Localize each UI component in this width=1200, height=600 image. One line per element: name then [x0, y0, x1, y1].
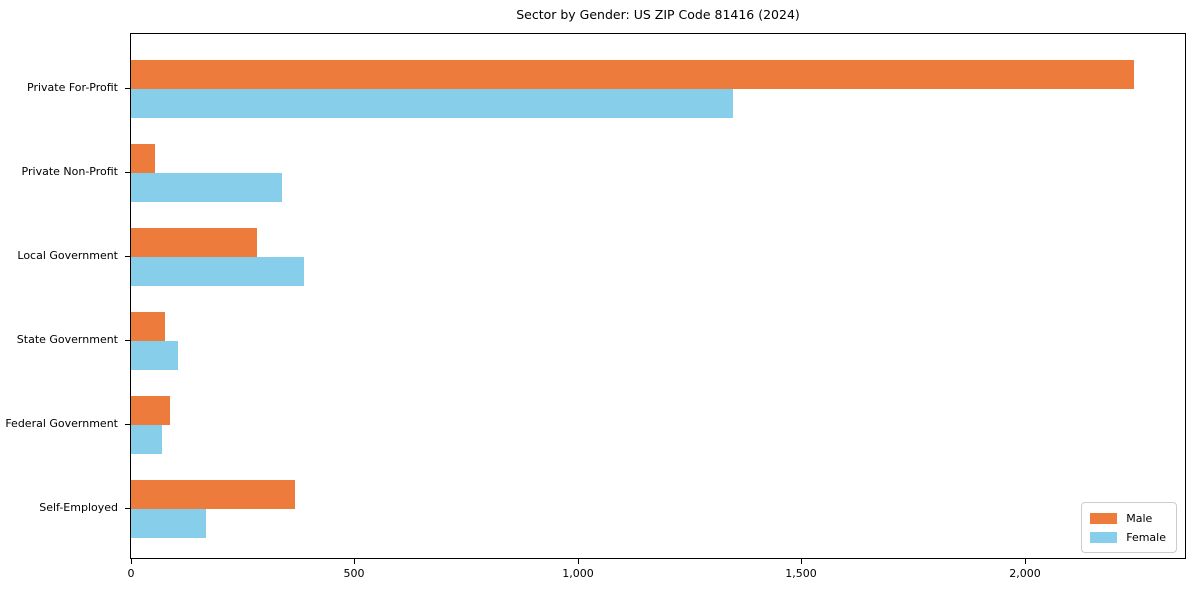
- y-tick-label: Self-Employed: [39, 501, 118, 514]
- x-tick-label: 0: [127, 567, 135, 580]
- bar-female-3: [131, 257, 304, 286]
- x-tick-label: 1,000: [562, 567, 594, 580]
- y-tick-label: Local Government: [17, 249, 118, 262]
- bar-male-1: [131, 60, 1134, 89]
- x-tick-mark: [354, 559, 355, 564]
- bar-female-1: [131, 89, 733, 118]
- x-tick-mark: [801, 559, 802, 564]
- y-tick-mark: [125, 508, 130, 509]
- legend-item-male: Male: [1090, 510, 1166, 526]
- y-tick-mark: [125, 424, 130, 425]
- bar-male-2: [131, 144, 155, 173]
- x-tick-label: 500: [343, 567, 365, 580]
- x-tick-label: 1,500: [785, 567, 817, 580]
- bar-female-5: [131, 425, 162, 454]
- bar-female-6: [131, 509, 206, 538]
- y-tick-label: State Government: [16, 333, 118, 346]
- bar-male-6: [131, 480, 295, 509]
- bar-male-3: [131, 228, 257, 257]
- legend-label-female: Female: [1126, 530, 1166, 544]
- y-tick-label: Federal Government: [5, 417, 118, 430]
- legend-swatch-female: [1090, 531, 1118, 543]
- legend-label-male: Male: [1126, 511, 1153, 525]
- bar-male-5: [131, 396, 170, 425]
- x-tick-mark: [578, 559, 579, 564]
- bar-female-2: [131, 173, 282, 202]
- y-tick-mark: [125, 172, 130, 173]
- plot-area: Male Female: [130, 33, 1186, 559]
- bar-male-4: [131, 312, 165, 341]
- y-tick-mark: [125, 340, 130, 341]
- legend: Male Female: [1081, 502, 1177, 553]
- x-tick-label: 2,000: [1009, 567, 1041, 580]
- y-tick-mark: [125, 88, 130, 89]
- x-tick-mark: [1025, 559, 1026, 564]
- legend-swatch-male: [1090, 512, 1118, 524]
- y-tick-label: Private Non-Profit: [21, 165, 118, 178]
- bar-female-4: [131, 341, 178, 370]
- x-tick-mark: [131, 559, 132, 564]
- legend-item-female: Female: [1090, 529, 1166, 545]
- chart-title: Sector by Gender: US ZIP Code 81416 (202…: [516, 7, 800, 22]
- y-tick-mark: [125, 256, 130, 257]
- y-tick-label: Private For-Profit: [27, 81, 118, 94]
